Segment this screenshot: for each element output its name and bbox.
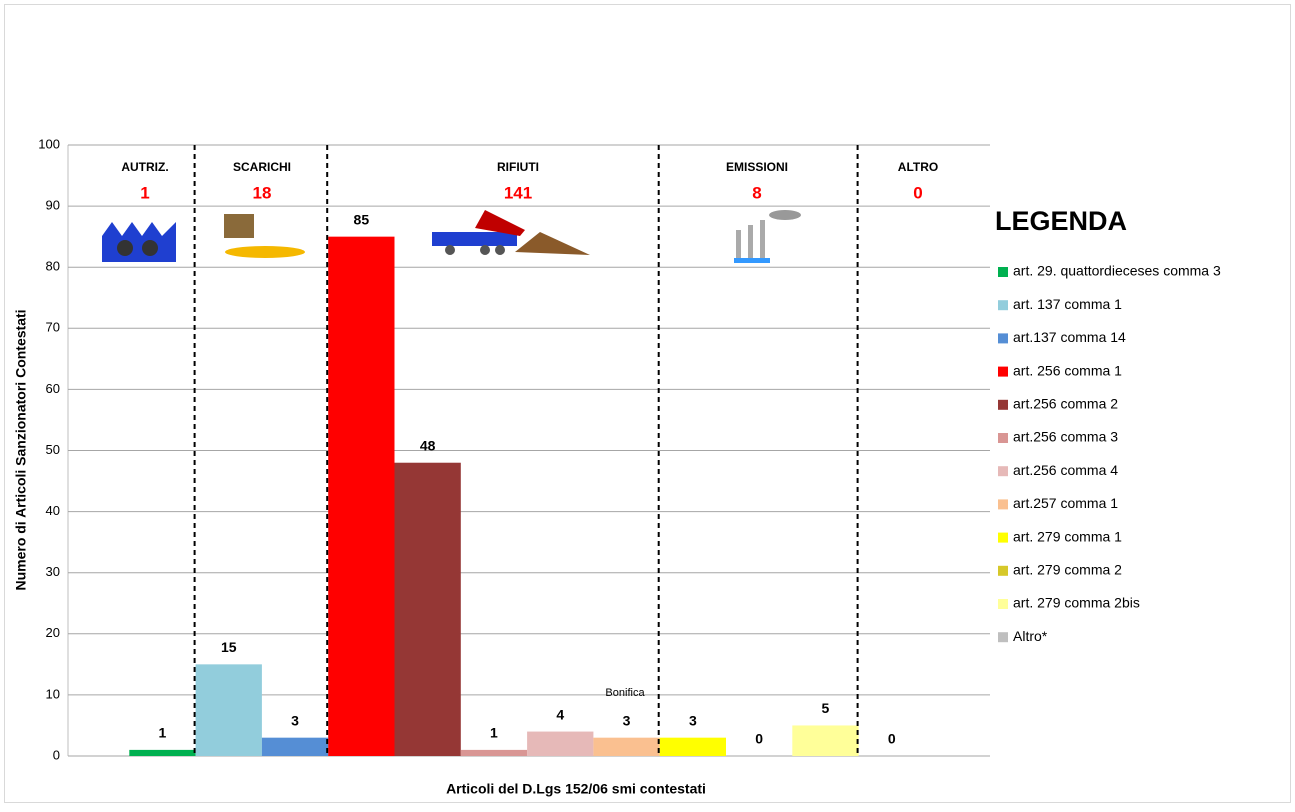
bar — [659, 737, 726, 756]
value-label: 3 — [689, 712, 697, 728]
icon-discharge — [224, 214, 305, 258]
icon-truck — [432, 210, 590, 255]
legend: art. 29. quattordieceses comma 3 art. 137… — [998, 263, 1221, 644]
y-tick-label: 100 — [38, 136, 60, 151]
y-tick-label: 10 — [46, 686, 60, 701]
y-tick-label: 40 — [46, 503, 60, 518]
section-total: 1 — [140, 183, 149, 202]
bar — [593, 737, 660, 756]
y-axis-label: Numero di Articoli Sanzionatori Contesta… — [13, 309, 29, 590]
legend-swatch — [998, 333, 1008, 344]
frame — [4, 4, 1291, 803]
legend-label: art. 137 comma 1 — [1013, 296, 1122, 312]
icon-emissions — [734, 210, 801, 263]
value-label: 85 — [354, 211, 370, 227]
legend-swatch — [998, 565, 1008, 576]
section-total: 141 — [504, 183, 532, 202]
y-tick-label: 20 — [46, 625, 60, 640]
value-label: 4 — [556, 706, 564, 722]
y-tick-label: 80 — [46, 259, 60, 274]
section-label: AUTRIZ. — [121, 160, 168, 174]
legend-label: art. 29. quattordieceses comma 3 — [1013, 263, 1221, 279]
section-total: 0 — [913, 183, 922, 202]
value-label: 48 — [420, 437, 436, 453]
y-tick-label: 60 — [46, 381, 60, 396]
legend-label: Altro* — [1013, 628, 1048, 644]
value-label: 0 — [888, 731, 896, 747]
legend-swatch — [998, 499, 1008, 510]
legend-label: art.137 comma 14 — [1013, 329, 1126, 345]
legend-swatch — [998, 267, 1008, 277]
section-total: 18 — [253, 183, 272, 202]
section-label: ALTRO — [898, 160, 938, 174]
x-axis-label: Articoli del D.Lgs 152/06 smi contestati — [446, 781, 706, 797]
bar — [261, 737, 329, 756]
legend-swatch — [998, 433, 1008, 443]
bar — [460, 749, 528, 756]
legend-swatch — [998, 366, 1008, 377]
bar — [394, 462, 461, 756]
legend-label: art. 256 comma 1 — [1013, 362, 1122, 378]
value-label: 5 — [822, 700, 830, 716]
bar — [527, 731, 594, 756]
icon-factory — [102, 222, 176, 262]
legend-label: art.256 comma 4 — [1013, 462, 1118, 478]
value-label: 1 — [490, 725, 498, 741]
legend-swatch — [998, 632, 1008, 643]
value-label: 1 — [159, 725, 167, 741]
y-tick-label: 30 — [46, 564, 60, 579]
y-tick-label: 0 — [53, 747, 60, 762]
value-label: 3 — [623, 712, 631, 728]
legend-label: art. 279 comma 2 — [1013, 562, 1122, 578]
legend-label: art.257 comma 1 — [1013, 495, 1118, 511]
legend-label: art.256 comma 3 — [1013, 429, 1118, 445]
section-label: EMISSIONI — [726, 160, 788, 174]
annotation: Bonifica — [605, 687, 645, 699]
legend-swatch — [998, 532, 1008, 543]
y-tick-label: 90 — [46, 198, 60, 213]
legend-swatch — [998, 599, 1008, 609]
legend-swatch — [998, 300, 1008, 311]
bar — [195, 664, 262, 756]
legend-swatch — [998, 466, 1008, 477]
bar — [792, 725, 859, 756]
bar — [129, 749, 196, 756]
value-label: 15 — [221, 639, 237, 655]
value-label: 3 — [291, 712, 299, 728]
y-tick-label: 50 — [46, 442, 60, 457]
legend-label: art. 279 comma 2bis — [1013, 595, 1140, 611]
y-tick-label: 70 — [46, 320, 60, 335]
value-label: 0 — [755, 731, 763, 747]
bar — [328, 236, 395, 756]
legend-label: art.256 comma 2 — [1013, 396, 1118, 412]
section-total: 8 — [752, 183, 761, 202]
section-label: SCARICHI — [233, 160, 291, 174]
legend-label: art. 279 comma 1 — [1013, 528, 1122, 544]
legend-swatch — [998, 399, 1008, 410]
bars: 1 15 3 85 48 1 4 3 3 0 5 0 — [129, 211, 896, 756]
legend-title: LEGENDA — [995, 206, 1127, 236]
section-label: RIFIUTI — [497, 160, 539, 174]
